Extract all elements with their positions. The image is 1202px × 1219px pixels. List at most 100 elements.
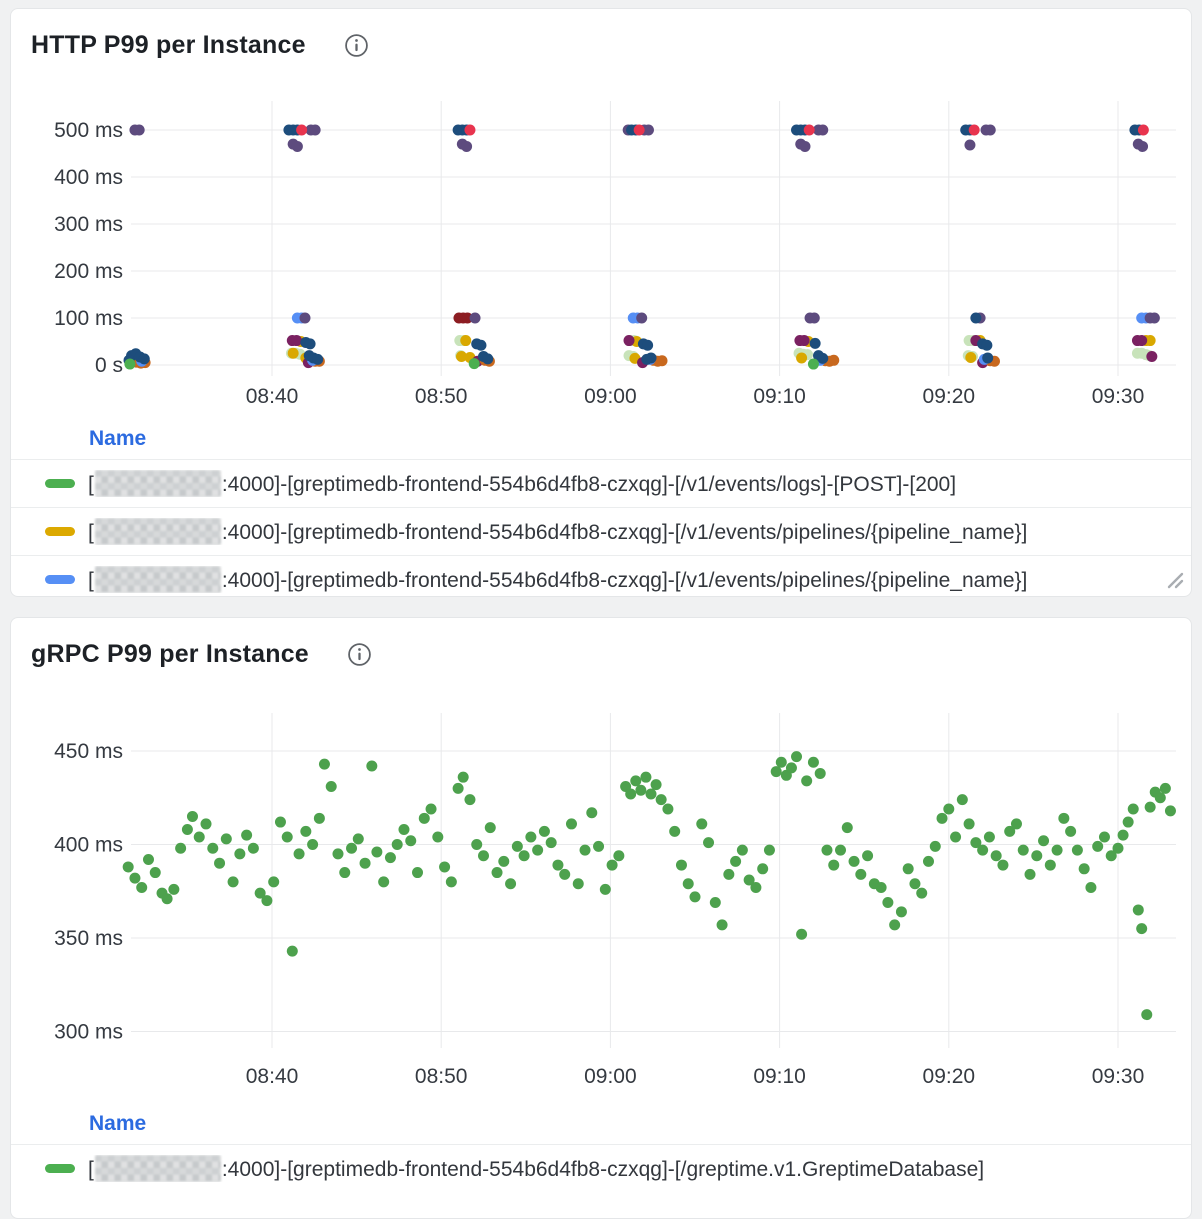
data-point — [964, 139, 976, 151]
data-point — [138, 353, 150, 365]
data-point — [1112, 842, 1124, 854]
data-point — [432, 831, 444, 843]
blurred-ip-address — [94, 470, 221, 497]
data-point — [525, 831, 537, 843]
panel-title: gRPC P99 per Instance — [31, 640, 309, 668]
data-point — [498, 855, 510, 867]
data-point — [439, 861, 451, 873]
data-point — [318, 758, 330, 770]
data-point — [828, 354, 840, 366]
data-point — [1004, 825, 1016, 837]
data-point — [268, 876, 280, 888]
data-point — [572, 878, 584, 890]
data-point — [464, 794, 476, 806]
data-point — [599, 883, 611, 895]
data-point — [129, 872, 141, 884]
series-greptime.v1.GreptimeDatabase — [122, 751, 1176, 1021]
blurred-ip-address — [94, 1155, 221, 1182]
data-point — [1122, 816, 1134, 828]
legend-header[interactable]: Name — [89, 1112, 147, 1135]
legend-row[interactable]: [:4000]-[greptimedb-frontend-554b6d4fb8-… — [11, 459, 1191, 507]
data-point — [803, 124, 815, 136]
data-point — [186, 810, 198, 822]
data-point — [482, 353, 494, 365]
blurred-ip-address — [94, 566, 221, 593]
data-point — [1010, 818, 1022, 830]
data-point — [785, 762, 797, 774]
data-point — [325, 781, 337, 793]
data-point — [929, 840, 941, 852]
legend-series-marker — [45, 1164, 75, 1173]
legend-series-marker — [45, 479, 75, 488]
legend-row[interactable]: [:4000]-[greptimedb-frontend-554b6d4fb8-… — [11, 507, 1191, 555]
panel-grpc-p99: gRPC P99 per Instance 450 ms 400 ms 350 ms… — [10, 617, 1192, 1219]
data-point — [1024, 868, 1036, 880]
data-point — [300, 825, 312, 837]
data-point — [963, 818, 975, 830]
data-point — [968, 124, 980, 136]
data-point — [990, 850, 1002, 862]
info-icon[interactable] — [347, 642, 372, 667]
data-point — [984, 124, 996, 136]
data-point — [1117, 829, 1129, 841]
x-axis-tick: 09:20 — [923, 385, 976, 408]
grpc-scatter-chart[interactable]: 450 ms 400 ms 350 ms 300 ms 08:40 08:50 09:00 0… — [11, 698, 1192, 1103]
series-events-magenta — [286, 335, 1158, 369]
x-axis-tick: 09:10 — [753, 385, 806, 408]
data-point — [161, 893, 173, 905]
data-point — [293, 848, 305, 860]
y-axis-tick: 300 ms — [54, 213, 123, 236]
data-point — [291, 140, 303, 152]
http-scatter-chart[interactable]: 500 ms 400 ms 300 ms 200 ms 100 ms 0 s 08:40 08… — [11, 93, 1192, 423]
x-axis-tick: 09:00 — [584, 1065, 637, 1088]
data-point — [817, 124, 829, 136]
data-point — [261, 895, 273, 907]
x-axis-tick: 08:50 — [415, 1065, 468, 1088]
info-icon[interactable] — [344, 33, 369, 58]
data-point — [378, 876, 390, 888]
data-point — [635, 784, 647, 796]
data-point — [291, 335, 303, 347]
x-axis-tick: 09:30 — [1092, 385, 1145, 408]
data-point — [352, 833, 364, 845]
data-point — [142, 853, 154, 865]
data-point — [281, 831, 293, 843]
series-pipelines-dryrun-lightgreen — [285, 335, 1155, 363]
legend-header[interactable]: Name — [89, 427, 147, 450]
x-axis-tick: 09:10 — [753, 1065, 806, 1088]
data-point — [398, 824, 410, 836]
x-axis-tick: 08:40 — [246, 1065, 299, 1088]
data-point — [505, 878, 517, 890]
data-point — [461, 312, 473, 324]
data-point — [391, 839, 403, 850]
data-point — [133, 124, 145, 136]
data-point — [623, 335, 635, 347]
data-point — [418, 812, 430, 824]
data-point — [835, 844, 847, 856]
data-point — [889, 919, 901, 931]
data-point — [207, 842, 219, 854]
data-point — [828, 859, 840, 871]
data-point — [641, 353, 653, 365]
data-point — [606, 859, 618, 871]
panel-resize-handle[interactable] — [1162, 567, 1184, 589]
data-point — [613, 850, 625, 862]
data-point — [445, 876, 457, 888]
data-point — [586, 807, 598, 819]
data-point — [716, 919, 728, 931]
data-point — [332, 848, 344, 860]
data-point — [227, 876, 239, 888]
data-point — [1127, 803, 1139, 815]
panel-header: gRPC P99 per Instance — [31, 638, 372, 670]
data-point — [287, 347, 299, 359]
legend-row[interactable]: [:4000]-[greptimedb-frontend-554b6d4fb8-… — [11, 1144, 1191, 1192]
series-logs-green — [124, 358, 819, 370]
data-point — [456, 351, 468, 363]
data-point — [821, 844, 833, 856]
data-point — [799, 140, 811, 152]
data-point — [791, 751, 803, 763]
data-point — [703, 837, 715, 849]
data-point — [841, 822, 853, 834]
data-point — [286, 945, 298, 957]
legend-row[interactable]: [:4000]-[greptimedb-frontend-554b6d4fb8-… — [11, 555, 1191, 596]
